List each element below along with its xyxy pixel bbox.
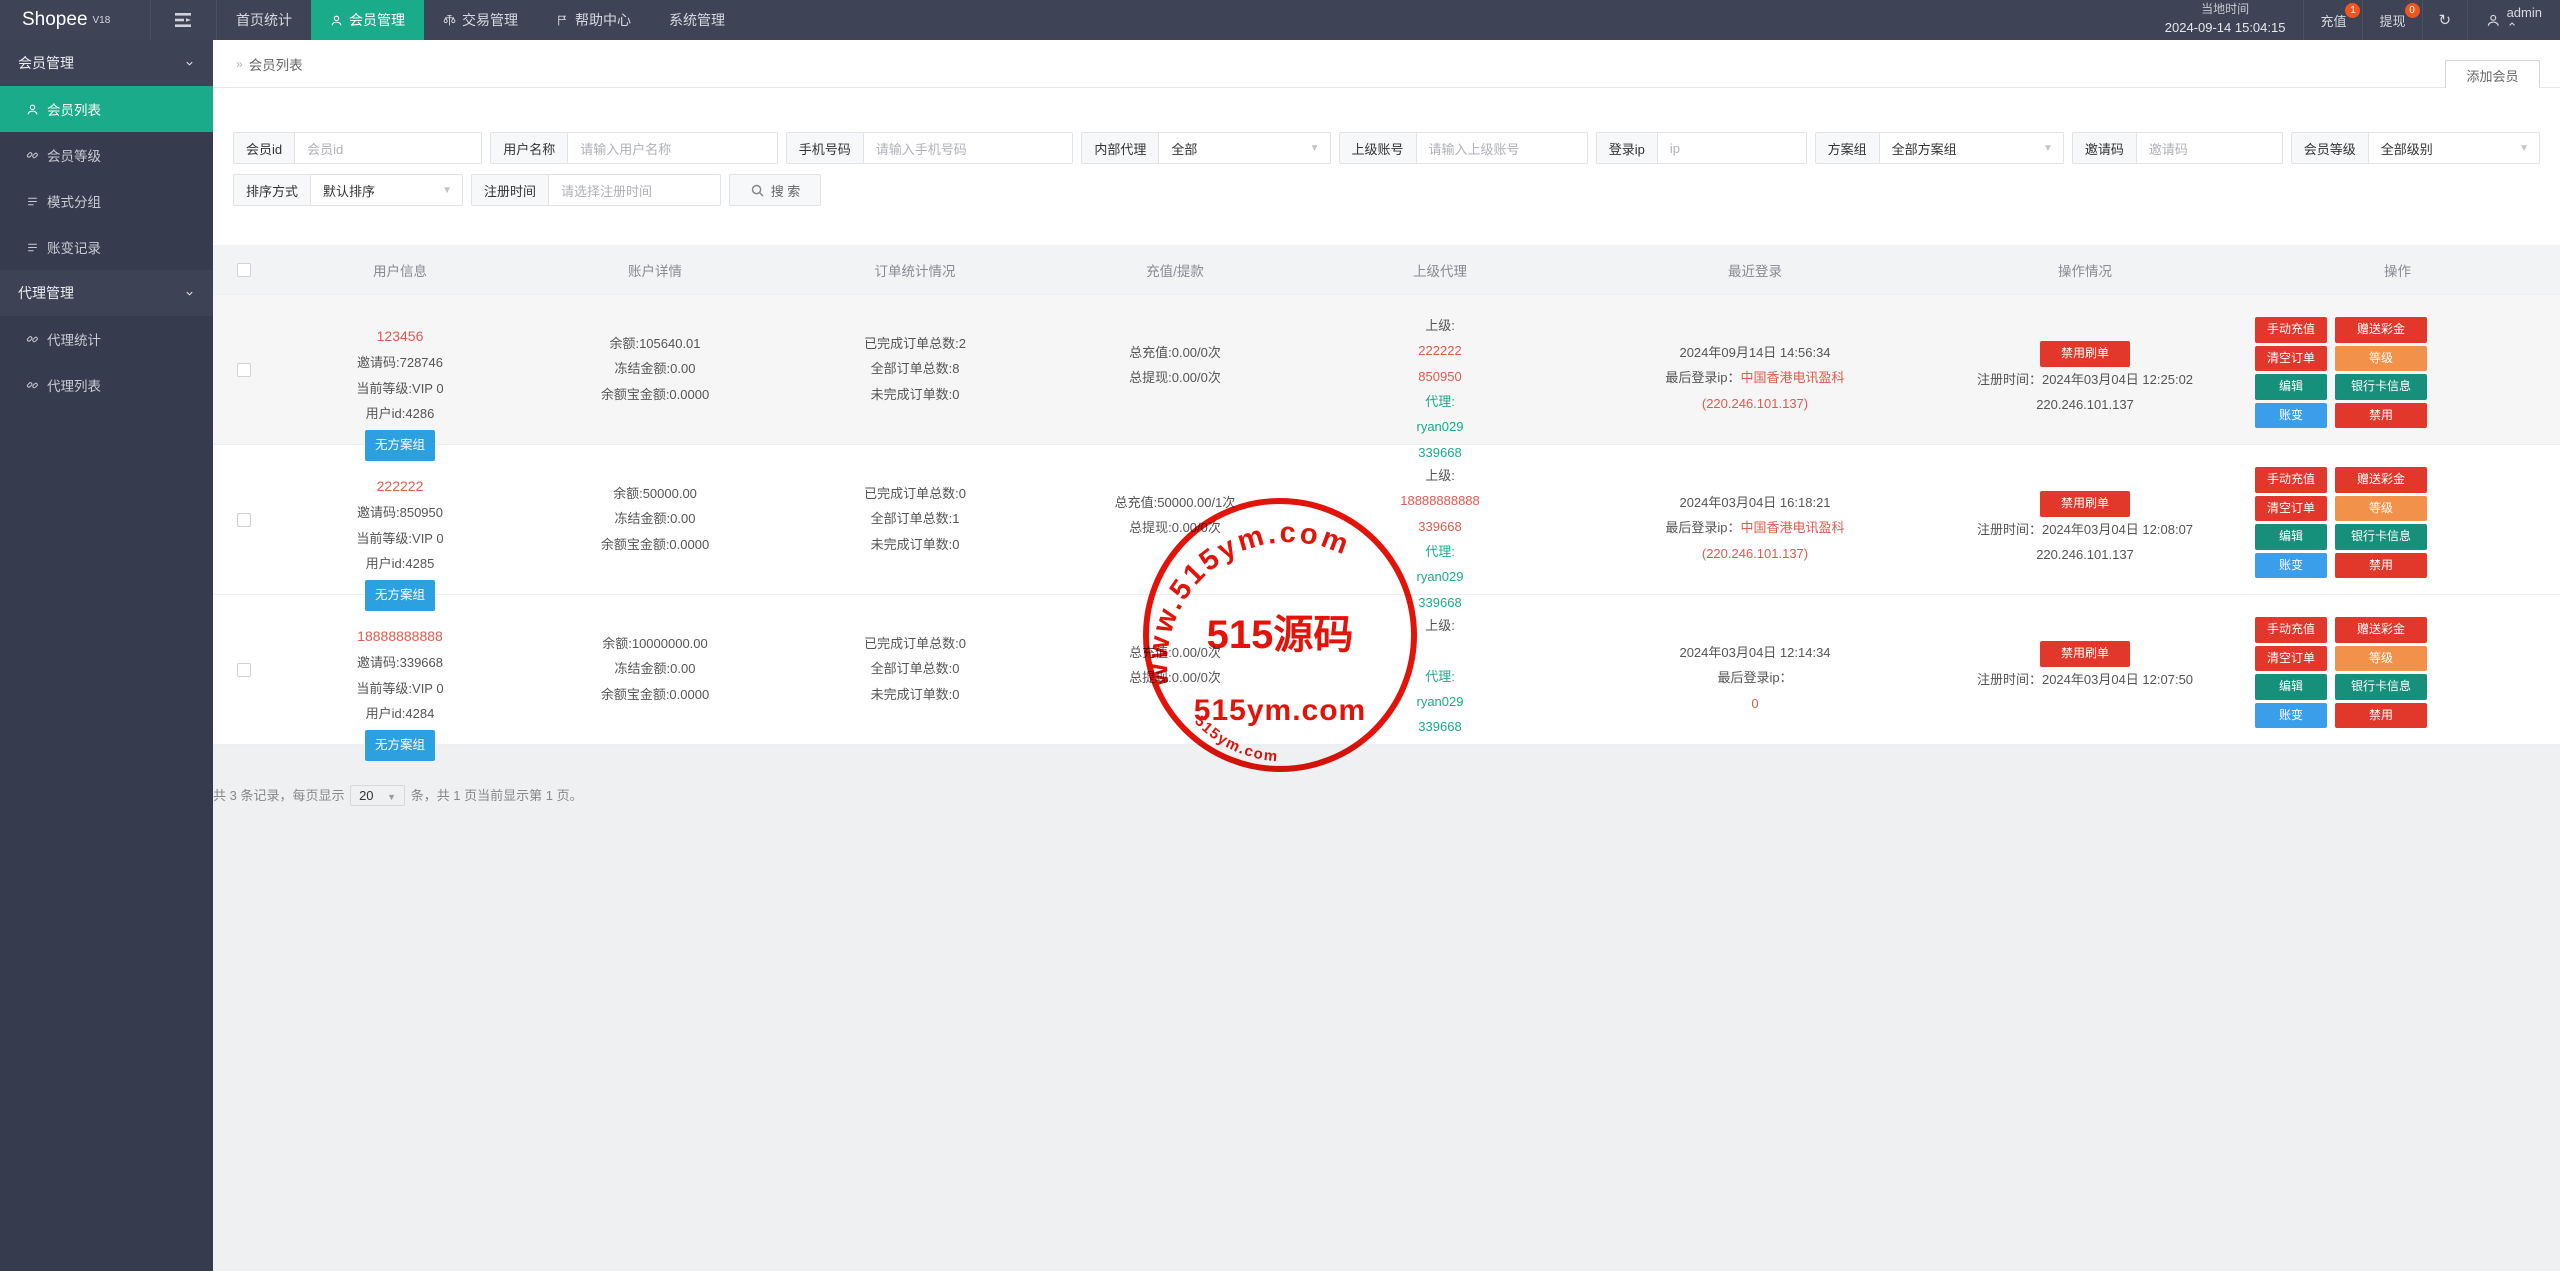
svg-text:515ym.com: 515ym.com xyxy=(1194,694,1366,727)
svg-text:515源码: 515源码 xyxy=(1207,613,1354,657)
svg-text:www.515ym.com: www.515ym.com xyxy=(1142,517,1356,688)
